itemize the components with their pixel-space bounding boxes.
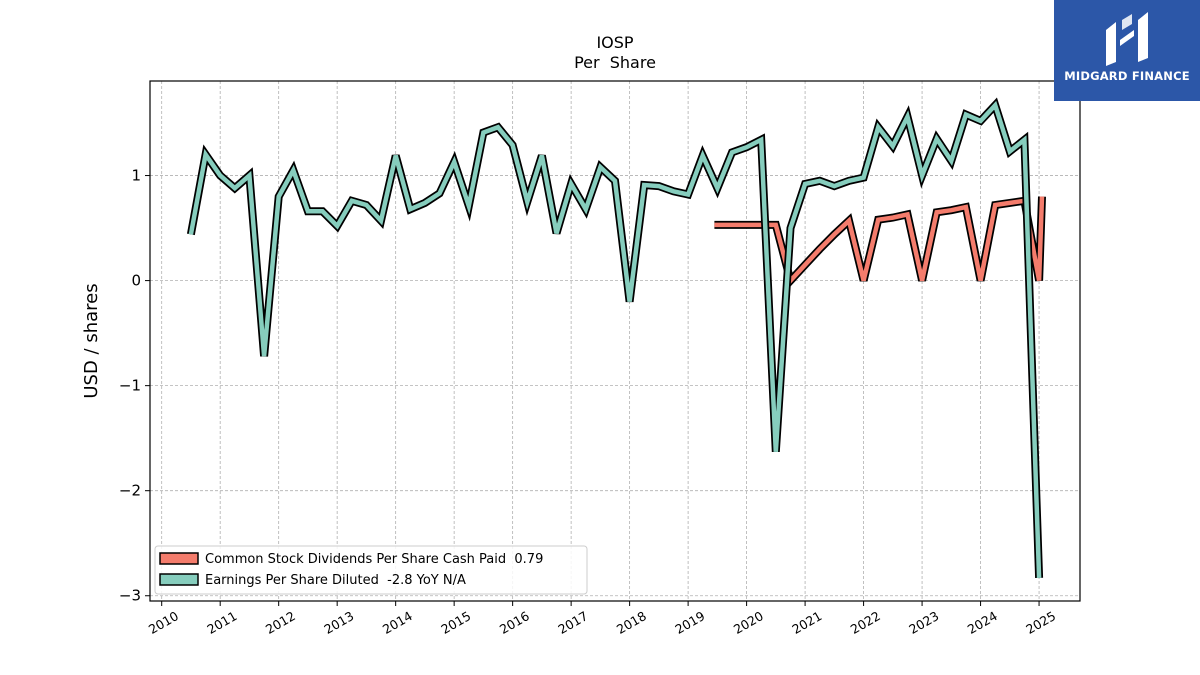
y-tick-label: −3 [119, 587, 141, 605]
legend-swatch [159, 552, 199, 565]
x-tick-label: 2023 [906, 608, 941, 637]
brand-logo-mark [1106, 12, 1148, 66]
x-tick-label: 2012 [263, 608, 298, 637]
x-tick-label: 2024 [965, 608, 1000, 637]
y-tick-label: −2 [119, 482, 141, 500]
y-tick-label: 0 [131, 272, 141, 290]
x-tick-label: 2018 [614, 608, 649, 637]
series-line [188, 100, 1042, 578]
series-0 [714, 196, 1046, 289]
legend-label: Common Stock Dividends Per Share Cash Pa… [205, 552, 543, 567]
y-tick-label: −1 [119, 377, 141, 395]
plot-frame [149, 80, 1081, 602]
legend-box [154, 545, 588, 595]
y-axis-label: USD / shares [81, 283, 102, 398]
legend: Common Stock Dividends Per Share Cash Pa… [154, 545, 588, 595]
chart-subtitle: Per Share [574, 53, 656, 72]
x-tick-label: 2017 [555, 608, 590, 637]
y-axis: 1 0 −1 −2 −3 [119, 167, 150, 605]
legend-label: Earnings Per Share Diluted -2.8 YoY N/A [205, 573, 466, 588]
series-outline [186, 97, 1044, 579]
brand-logo: MIDGARD FINANCE [1054, 0, 1200, 101]
x-tick-label: 2020 [731, 608, 766, 637]
x-tick-label: 2025 [1023, 608, 1058, 637]
x-tick-label: 2021 [789, 608, 824, 637]
chart-title: IOSP [596, 33, 633, 52]
y-tick-label: 1 [131, 167, 141, 185]
x-tick-label: 2014 [380, 608, 415, 637]
x-tick-label: 2022 [848, 608, 883, 637]
x-tick-label: 2015 [438, 608, 473, 637]
x-tick-label: 2013 [321, 608, 356, 637]
x-tick-label: 2011 [204, 608, 239, 637]
brand-name: MIDGARD FINANCE [1064, 69, 1190, 83]
x-tick-label: 2016 [497, 608, 532, 637]
x-tick-label: 2010 [146, 608, 181, 637]
x-tick-label: 2019 [672, 608, 707, 637]
series-line [714, 196, 1045, 286]
legend-swatch [159, 573, 199, 586]
x-axis: 2010 2011 2012 2013 2014 2015 2016 2017 2018 2019… [146, 601, 1058, 637]
series-1 [186, 97, 1044, 579]
series-layer [186, 97, 1046, 579]
grid [150, 81, 1080, 601]
